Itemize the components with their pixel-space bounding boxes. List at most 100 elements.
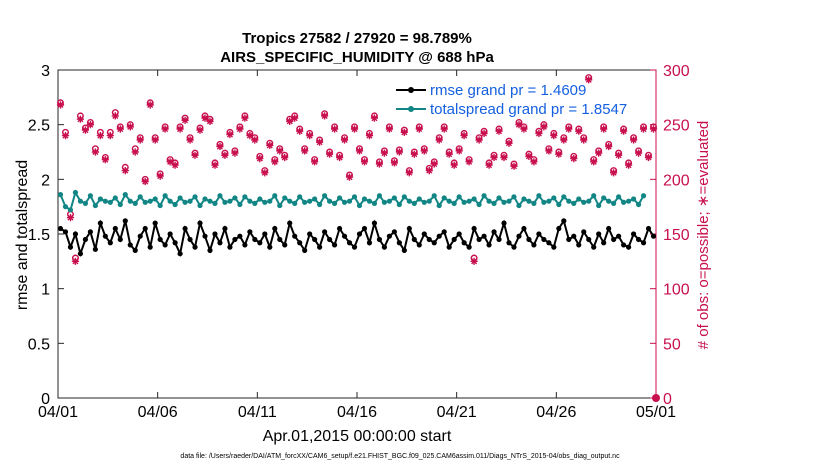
rmse-point	[381, 244, 388, 250]
rmse-point	[466, 244, 472, 250]
totalspread-point	[606, 198, 612, 204]
obs-evaluated-marker	[610, 169, 618, 177]
totalspread-point	[157, 202, 163, 209]
right-tick-label: 300	[663, 63, 690, 80]
obs-evaluated-marker	[625, 161, 633, 169]
obs-evaluated-marker	[91, 148, 99, 156]
totalspread-point	[596, 202, 602, 209]
rmse-point	[112, 225, 118, 232]
totalspread-point	[341, 199, 348, 205]
rmse-point	[606, 225, 612, 232]
obs-evaluated-marker	[390, 159, 398, 167]
rmse-point	[536, 231, 542, 237]
totalspread-point	[366, 198, 373, 204]
totalspread-point	[212, 200, 218, 206]
totalspread-point	[591, 193, 597, 199]
obs-evaluated-marker	[585, 76, 593, 84]
totalspread-point	[287, 198, 293, 204]
right-zero-marker	[652, 394, 660, 402]
obs-evaluated-marker	[331, 125, 339, 133]
rmse-point	[366, 240, 373, 246]
rmse-point	[426, 236, 432, 243]
totalspread-point	[331, 200, 338, 206]
obs-evaluated-marker	[375, 160, 383, 168]
obs-evaluated-marker	[460, 132, 468, 140]
totalspread-point	[401, 194, 407, 200]
rmse-point	[222, 225, 228, 232]
y-axis-label-left: rmse and totalspread	[14, 160, 31, 310]
obs-evaluated-marker	[206, 117, 214, 125]
totalspread-point	[536, 193, 542, 199]
obs-evaluated-marker	[430, 160, 438, 168]
x-tick-label: 04/21	[437, 404, 477, 421]
rmse-point	[581, 229, 587, 235]
totalspread-point	[421, 199, 427, 205]
rmse-point	[361, 225, 368, 232]
totalspread-point	[601, 195, 607, 201]
obs-evaluated-marker	[211, 161, 219, 169]
obs-evaluated-marker	[261, 169, 269, 177]
rmse-point	[262, 231, 268, 237]
obs-evaluated-marker	[201, 114, 209, 122]
obs-evaluated-marker	[251, 136, 259, 144]
rmse-point	[411, 236, 417, 243]
obs-evaluated-marker	[575, 127, 583, 135]
obs-evaluated-marker	[505, 139, 513, 147]
obs-evaluated-marker	[415, 125, 423, 133]
obs-evaluated-marker	[326, 150, 334, 158]
rmse-point	[312, 236, 318, 243]
totalspread-point	[625, 198, 632, 204]
totalspread-point	[187, 198, 193, 204]
obs-evaluated-marker	[395, 148, 403, 156]
totalspread-point	[267, 198, 273, 204]
totalspread-point	[282, 195, 288, 201]
obs-evaluated-marker	[465, 158, 473, 166]
obs-evaluated-marker	[545, 147, 553, 155]
totalspread-point	[147, 198, 153, 204]
totalspread-point	[511, 194, 517, 200]
totalspread-point	[576, 196, 582, 202]
rmse-point	[491, 229, 497, 235]
rmse-point	[551, 244, 557, 250]
obs-evaluated-marker	[515, 121, 523, 129]
left-tick-label: 0	[41, 391, 50, 408]
rmse-point	[192, 244, 198, 250]
rmse-point	[635, 236, 642, 243]
rmse-point	[277, 236, 283, 243]
rmse-point	[391, 229, 397, 235]
totalspread-point	[356, 202, 363, 209]
rmse-point	[107, 240, 113, 246]
rmse-point	[640, 240, 647, 246]
obs-evaluated-marker	[595, 149, 603, 157]
rmse-point	[441, 229, 447, 235]
obs-evaluated-marker	[425, 167, 433, 175]
totalspread-point	[67, 207, 74, 213]
obs-evaluated-marker	[345, 173, 354, 181]
y-axis-label-right: # of obs: o=possible; ∗=evaluated	[695, 121, 712, 350]
rmse-point	[371, 220, 378, 226]
legend-marker	[408, 106, 414, 112]
obs-evaluated-marker	[121, 167, 129, 175]
obs-evaluated-marker	[380, 149, 388, 157]
obs-evaluated-marker	[600, 125, 608, 133]
rmse-point	[611, 236, 617, 243]
obs-evaluated-marker	[555, 150, 563, 158]
totalspread-point	[297, 194, 303, 200]
totalspread-point	[461, 199, 467, 205]
obs-evaluated-marker	[151, 136, 159, 144]
totalspread-point	[546, 198, 552, 204]
totalspread-point	[207, 198, 213, 204]
rmse-point	[376, 236, 383, 243]
obs-evaluated-marker	[580, 136, 588, 144]
x-tick-label: 04/06	[138, 404, 178, 421]
rmse-point	[556, 225, 562, 232]
totalspread-point	[436, 202, 442, 209]
rmse-point	[476, 236, 482, 243]
totalspread-point	[381, 199, 388, 205]
obs-evaluated-marker	[191, 151, 199, 159]
rmse-point	[272, 225, 278, 232]
totalspread-point	[481, 193, 487, 199]
obs-evaluated-marker	[156, 172, 164, 180]
rmse-point	[182, 225, 188, 232]
obs-evaluated-marker	[355, 147, 364, 155]
